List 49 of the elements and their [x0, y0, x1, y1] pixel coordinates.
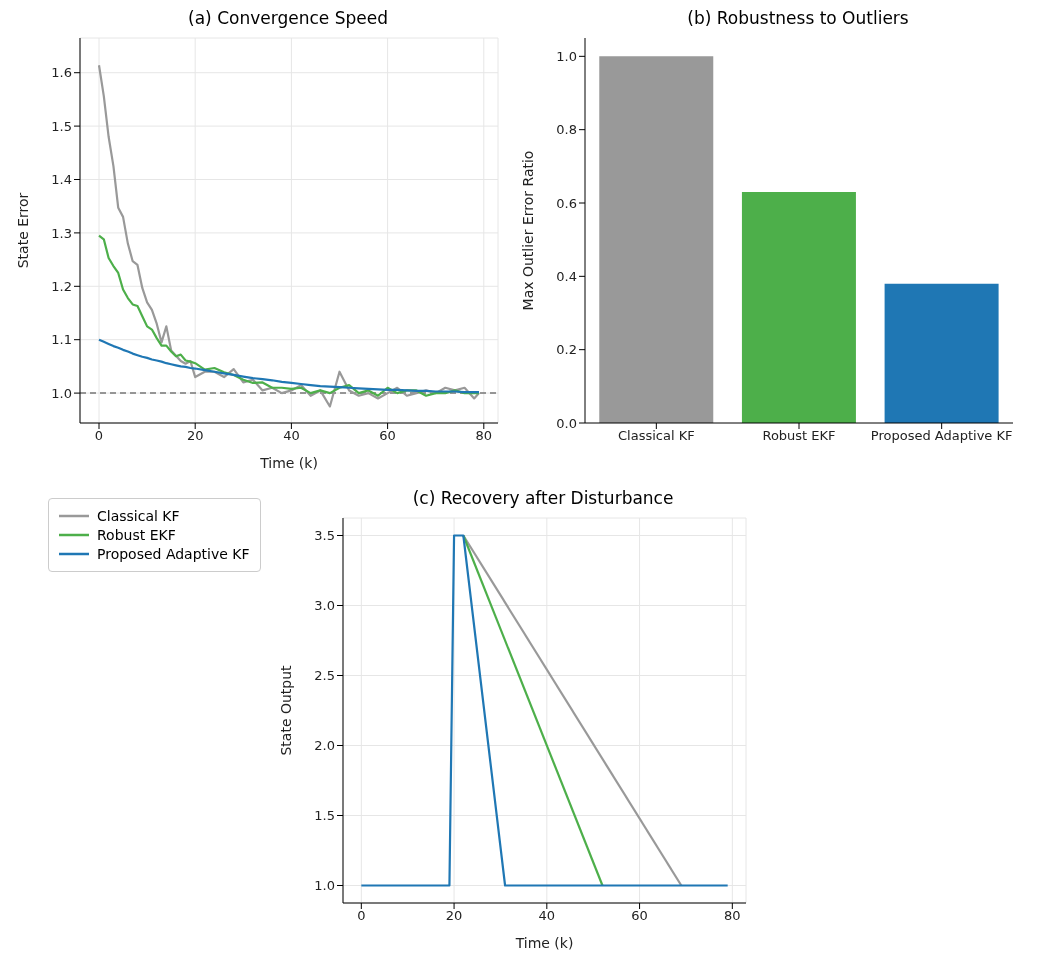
y-tick-label: 1.5	[313, 808, 335, 824]
y-tick-label: 1.0	[313, 878, 335, 894]
x-tick-label: 40	[283, 428, 300, 444]
y-axis-title: State Output	[277, 664, 294, 756]
bar	[599, 56, 714, 423]
x-tick-label: 40	[538, 908, 555, 924]
x-tick-label: Robust EKF	[762, 428, 836, 444]
x-tick-label: Classical KF	[617, 428, 695, 444]
y-axis-title: State Error	[14, 192, 31, 269]
x-tick-label: 0	[356, 908, 366, 924]
line-series	[97, 64, 481, 408]
line-series	[97, 234, 481, 397]
y-tick-label: 1.0	[51, 385, 72, 401]
x-tick-label: 60	[630, 908, 648, 924]
y-tick-label: 0.8	[556, 122, 577, 138]
bar	[741, 192, 856, 423]
legend-label: Robust EKF	[97, 527, 176, 543]
chart-title: (b) Robustness to Outliers	[686, 8, 910, 28]
y-tick-label: 1.2	[51, 278, 72, 294]
x-axis-title: Time (k)	[514, 935, 573, 951]
x-tick-label: 80	[475, 428, 493, 444]
x-tick-label: 0	[94, 428, 104, 444]
x-tick-label: 60	[379, 428, 396, 444]
y-tick-label: 0.4	[556, 268, 577, 284]
y-tick-label: 1.0	[556, 48, 577, 64]
legend-label: Classical KF	[97, 508, 180, 524]
y-tick-label: 1.1	[51, 332, 72, 348]
y-tick-label: 1.4	[51, 172, 72, 188]
y-tick-label: 0.0	[556, 415, 577, 431]
y-tick-label: 1.3	[51, 225, 72, 241]
x-tick-label: 80	[723, 908, 741, 924]
y-tick-label: 2.5	[313, 668, 335, 684]
x-axis-title: Time (k)	[259, 455, 318, 471]
chart-title: (a) Convergence Speed	[187, 8, 389, 28]
line-series	[97, 338, 481, 394]
legend-label: Proposed Adaptive KF	[97, 546, 250, 562]
y-axis-title: Max Outlier Error Ratio	[519, 150, 536, 311]
x-tick-label: 20	[445, 908, 462, 924]
y-tick-label: 1.6	[51, 65, 72, 81]
y-tick-label: 3.5	[313, 528, 335, 544]
x-tick-label: 20	[186, 428, 204, 444]
y-tick-label: 3.0	[313, 598, 335, 614]
y-tick-label: 0.6	[556, 195, 577, 211]
y-tick-label: 2.0	[313, 738, 335, 754]
y-tick-label: 1.5	[51, 118, 72, 134]
chart-title: (c) Recovery after Disturbance	[411, 488, 675, 508]
bar	[884, 283, 999, 423]
y-tick-label: 0.2	[556, 342, 577, 358]
x-tick-label: Proposed Adaptive KF	[870, 428, 1013, 444]
